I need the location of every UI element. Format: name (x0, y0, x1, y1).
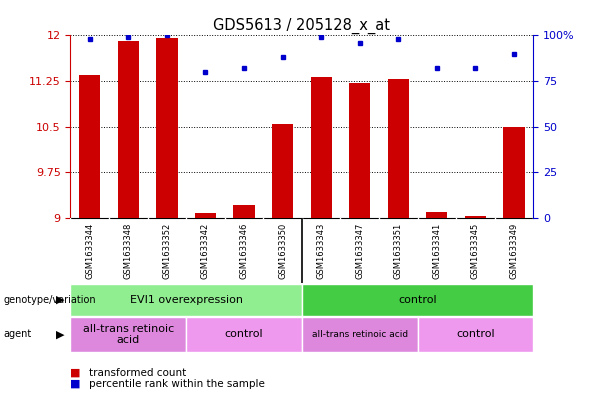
Text: agent: agent (3, 329, 31, 340)
Bar (118, 41, 139, 218)
Title: GDS5613 / 205128_x_at: GDS5613 / 205128_x_at (213, 18, 390, 34)
Text: transformed count: transformed count (89, 368, 186, 378)
Bar (70, 317, 186, 352)
Bar (156, 39, 178, 218)
Text: GSM1633350: GSM1633350 (278, 223, 287, 279)
Text: GSM1633349: GSM1633349 (509, 223, 519, 279)
Bar (387, 79, 409, 218)
Bar (426, 212, 447, 218)
Text: control: control (456, 329, 495, 340)
Text: EVI1 overexpression: EVI1 overexpression (130, 295, 243, 305)
Bar (79, 75, 101, 218)
Bar (417, 317, 533, 352)
Text: ■: ■ (70, 368, 85, 378)
Text: ■: ■ (70, 379, 85, 389)
Text: GSM1633343: GSM1633343 (317, 223, 326, 279)
Text: GSM1633346: GSM1633346 (240, 223, 248, 279)
Text: GSM1633345: GSM1633345 (471, 223, 480, 279)
Text: GSM1633342: GSM1633342 (201, 223, 210, 279)
Bar (234, 205, 254, 218)
Bar (272, 124, 293, 218)
Text: all-trans retinoic acid: all-trans retinoic acid (311, 330, 408, 339)
Text: percentile rank within the sample: percentile rank within the sample (89, 379, 265, 389)
Text: GSM1633341: GSM1633341 (432, 223, 441, 279)
Bar (465, 216, 486, 218)
Bar (302, 317, 417, 352)
Bar (186, 317, 302, 352)
Text: ▶: ▶ (56, 329, 64, 340)
Text: control: control (398, 295, 437, 305)
Bar (70, 284, 302, 316)
Text: GSM1633344: GSM1633344 (85, 223, 94, 279)
Text: GSM1633347: GSM1633347 (356, 223, 364, 279)
Bar (311, 77, 332, 218)
Text: GSM1633351: GSM1633351 (394, 223, 403, 279)
Bar (302, 284, 533, 316)
Bar (195, 213, 216, 218)
Bar (349, 83, 370, 218)
Text: genotype/variation: genotype/variation (3, 295, 96, 305)
Bar (503, 127, 525, 218)
Text: GSM1633352: GSM1633352 (162, 223, 172, 279)
Text: GSM1633348: GSM1633348 (124, 223, 133, 279)
Text: control: control (225, 329, 264, 340)
Text: ▶: ▶ (56, 295, 64, 305)
Text: all-trans retinoic
acid: all-trans retinoic acid (83, 324, 174, 345)
